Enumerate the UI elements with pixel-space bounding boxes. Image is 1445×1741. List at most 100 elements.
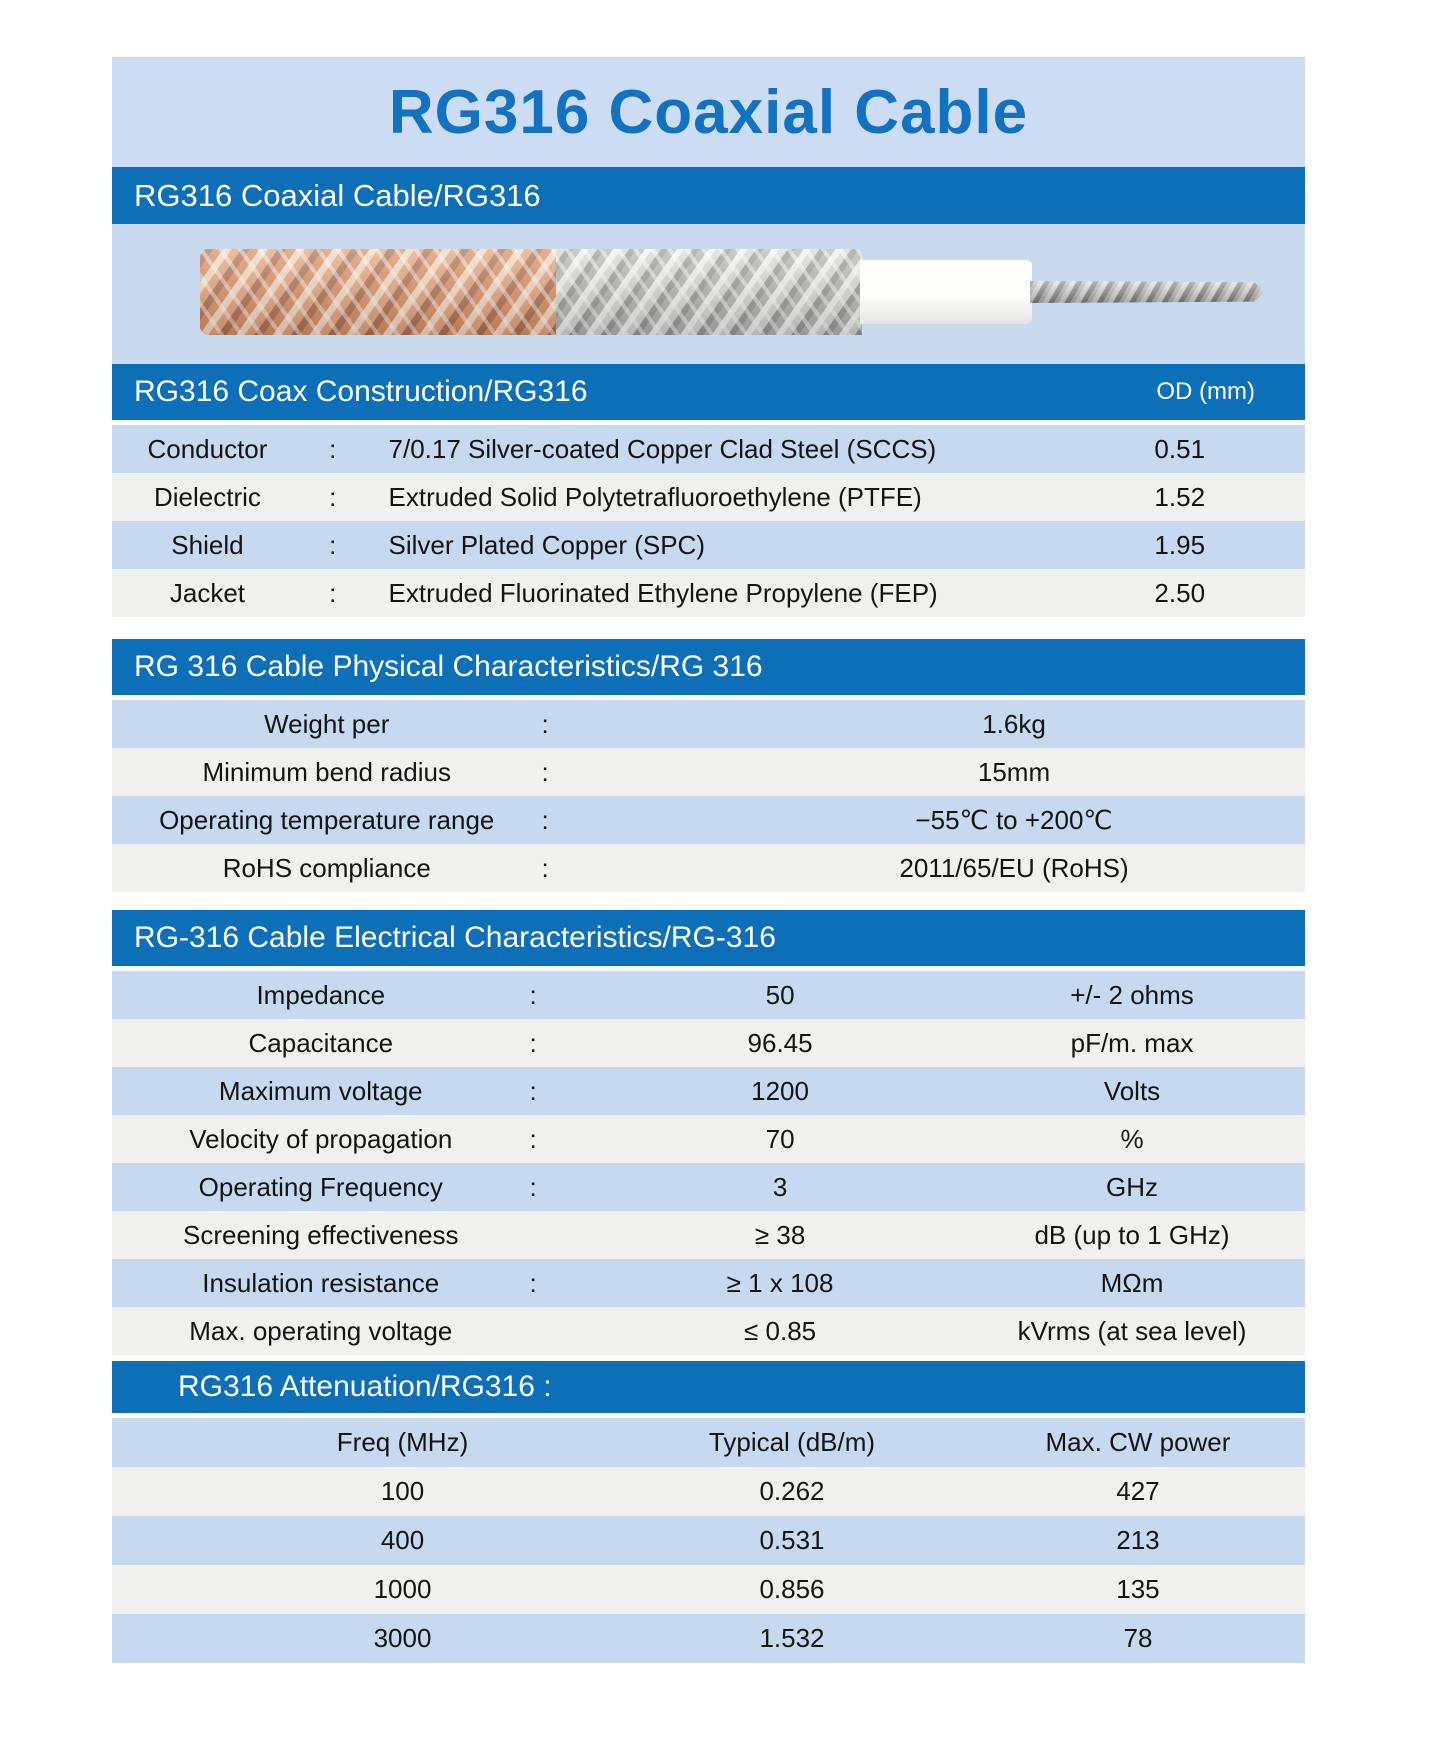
cell-typical: 0.262	[759, 1476, 825, 1506]
table-row: Conductor : 7/0.17 Silver-coated Copper …	[112, 425, 1305, 473]
jacket-braid	[200, 249, 556, 335]
column-header-max-cw: Max. CW power	[1045, 1427, 1231, 1457]
title-block: RG316 Coaxial Cable	[112, 57, 1305, 167]
cell-freq: 3000	[373, 1623, 432, 1653]
row-description: Extruded Solid Polytetrafluoroethylene (…	[388, 481, 922, 512]
row-value: 96.45	[747, 1027, 813, 1058]
row-colon: :	[529, 1027, 537, 1058]
table-row: Weight per : 1.6kg	[112, 700, 1305, 748]
datasheet-panel: RG316 Coaxial Cable RG316 Coaxial Cable/…	[112, 57, 1305, 1663]
table-row: Maximum voltage : 1200 Volts	[112, 1067, 1305, 1115]
column-header-typical: Typical (dB/m)	[708, 1427, 876, 1457]
row-description: Extruded Fluorinated Ethylene Propylene …	[388, 577, 938, 608]
row-unit: MΩm	[1100, 1267, 1164, 1298]
row-value: 15mm	[977, 756, 1051, 787]
table-row: 1000 0.856 135	[112, 1565, 1305, 1614]
row-label: Operating Frequency	[198, 1171, 443, 1202]
row-colon: :	[541, 852, 549, 883]
cell-typical: 0.856	[759, 1574, 825, 1604]
row-value: ≥ 38	[754, 1219, 806, 1250]
table-row: 400 0.531 213	[112, 1516, 1305, 1565]
section-bar-construction: RG316 Coax Construction/RG316 OD (mm)	[112, 364, 1305, 420]
row-label: Operating temperature range	[159, 804, 495, 835]
od-column-header: OD (mm)	[1156, 378, 1255, 405]
section-bar-physical: RG 316 Cable Physical Characteristics/RG…	[112, 639, 1305, 695]
table-row: Velocity of propagation : 70 %	[112, 1115, 1305, 1163]
section-bar-attenuation: RG316 Attenuation/RG316 :	[112, 1361, 1305, 1413]
section-bar-overview: RG316 Coaxial Cable/RG316	[112, 167, 1305, 224]
row-value: 1.6kg	[982, 708, 1046, 739]
section-bar-physical-label: RG 316 Cable Physical Characteristics/RG…	[134, 650, 763, 683]
cell-freq: 400	[380, 1525, 425, 1555]
row-unit: GHz	[1106, 1171, 1158, 1202]
row-unit: Volts	[1103, 1075, 1161, 1106]
row-value: 70	[765, 1123, 795, 1154]
page-title: RG316 Coaxial Cable	[388, 77, 1029, 147]
attenuation-table: Freq (MHz) Typical (dB/m) Max. CW power …	[112, 1418, 1305, 1663]
cell-max-cw: 135	[1116, 1574, 1160, 1604]
table-row: Impedance : 50 +/- 2 ohms	[112, 971, 1305, 1019]
row-colon: :	[529, 1123, 537, 1154]
row-unit: %	[1120, 1123, 1144, 1154]
cell-typical: 1.532	[759, 1623, 825, 1653]
row-label: Maximum voltage	[218, 1075, 423, 1106]
shield-braid	[556, 249, 862, 335]
row-colon: :	[541, 708, 549, 739]
cell-freq: 1000	[373, 1574, 432, 1604]
table-row: 100 0.262 427	[112, 1467, 1305, 1516]
section-bar-overview-label: RG316 Coaxial Cable/RG316	[134, 177, 541, 213]
row-value: 50	[765, 979, 795, 1010]
physical-table: Weight per : 1.6kg Minimum bend radius :…	[112, 700, 1305, 892]
row-description: Silver Plated Copper (SPC)	[388, 529, 705, 560]
table-row: Jacket : Extruded Fluorinated Ethylene P…	[112, 569, 1305, 617]
electrical-table: Impedance : 50 +/- 2 ohms Capacitance : …	[112, 971, 1305, 1355]
column-header-freq: Freq (MHz)	[336, 1427, 469, 1457]
row-label: Weight per	[264, 708, 390, 739]
row-colon: :	[529, 1171, 537, 1202]
cell-freq: 100	[380, 1476, 425, 1506]
section-bar-construction-label: RG316 Coax Construction/RG316	[134, 375, 588, 408]
row-label: RoHS compliance	[222, 852, 431, 883]
row-colon: :	[529, 979, 537, 1010]
row-od-value: 2.50	[1154, 577, 1206, 608]
row-colon: :	[529, 1267, 537, 1298]
construction-table: Conductor : 7/0.17 Silver-coated Copper …	[112, 425, 1305, 617]
section-bar-electrical: RG-316 Cable Electrical Characteristics/…	[112, 910, 1305, 966]
row-label: Max. operating voltage	[189, 1315, 453, 1346]
cell-typical: 0.531	[759, 1525, 825, 1555]
cell-max-cw: 427	[1116, 1476, 1160, 1506]
row-unit: +/- 2 ohms	[1070, 979, 1194, 1010]
row-label: Impedance	[256, 979, 386, 1010]
row-colon: :	[541, 756, 549, 787]
section-bar-electrical-label: RG-316 Cable Electrical Characteristics/…	[134, 921, 776, 954]
table-header-row: Freq (MHz) Typical (dB/m) Max. CW power	[112, 1418, 1305, 1467]
row-description: 7/0.17 Silver-coated Copper Clad Steel (…	[388, 433, 937, 464]
row-colon: :	[329, 481, 337, 512]
row-value: ≤ 0.85	[744, 1315, 817, 1346]
row-label: Jacket	[169, 577, 246, 608]
row-label: Velocity of propagation	[189, 1123, 453, 1154]
row-label: Shield	[171, 529, 244, 560]
row-od-value: 0.51	[1154, 433, 1206, 464]
row-colon: :	[541, 804, 549, 835]
row-value: −55℃ to +200℃	[915, 804, 1113, 835]
row-label: Dielectric	[153, 481, 261, 512]
table-row: Capacitance : 96.45 pF/m. max	[112, 1019, 1305, 1067]
row-unit: pF/m. max	[1070, 1027, 1194, 1058]
row-unit: kVrms (at sea level)	[1017, 1315, 1247, 1346]
table-row: Minimum bend radius : 15mm	[112, 748, 1305, 796]
row-colon: :	[329, 529, 337, 560]
dielectric-segment	[860, 260, 1032, 324]
table-row: Shield : Silver Plated Copper (SPC) 1.95	[112, 521, 1305, 569]
center-conductor	[1030, 281, 1264, 303]
table-row: Operating temperature range : −55℃ to +2…	[112, 796, 1305, 844]
table-row: RoHS compliance : 2011/65/EU (RoHS)	[112, 844, 1305, 892]
row-od-value: 1.52	[1154, 481, 1206, 512]
table-row: Screening effectiveness ≥ 38 dB (up to 1…	[112, 1211, 1305, 1259]
row-label: Capacitance	[248, 1027, 394, 1058]
row-value: ≥ 1 x 108	[726, 1267, 834, 1298]
row-colon: :	[529, 1075, 537, 1106]
section-bar-attenuation-label: RG316 Attenuation/RG316 :	[178, 1370, 552, 1403]
row-label: Screening effectiveness	[182, 1219, 459, 1250]
table-row: Operating Frequency : 3 GHz	[112, 1163, 1305, 1211]
